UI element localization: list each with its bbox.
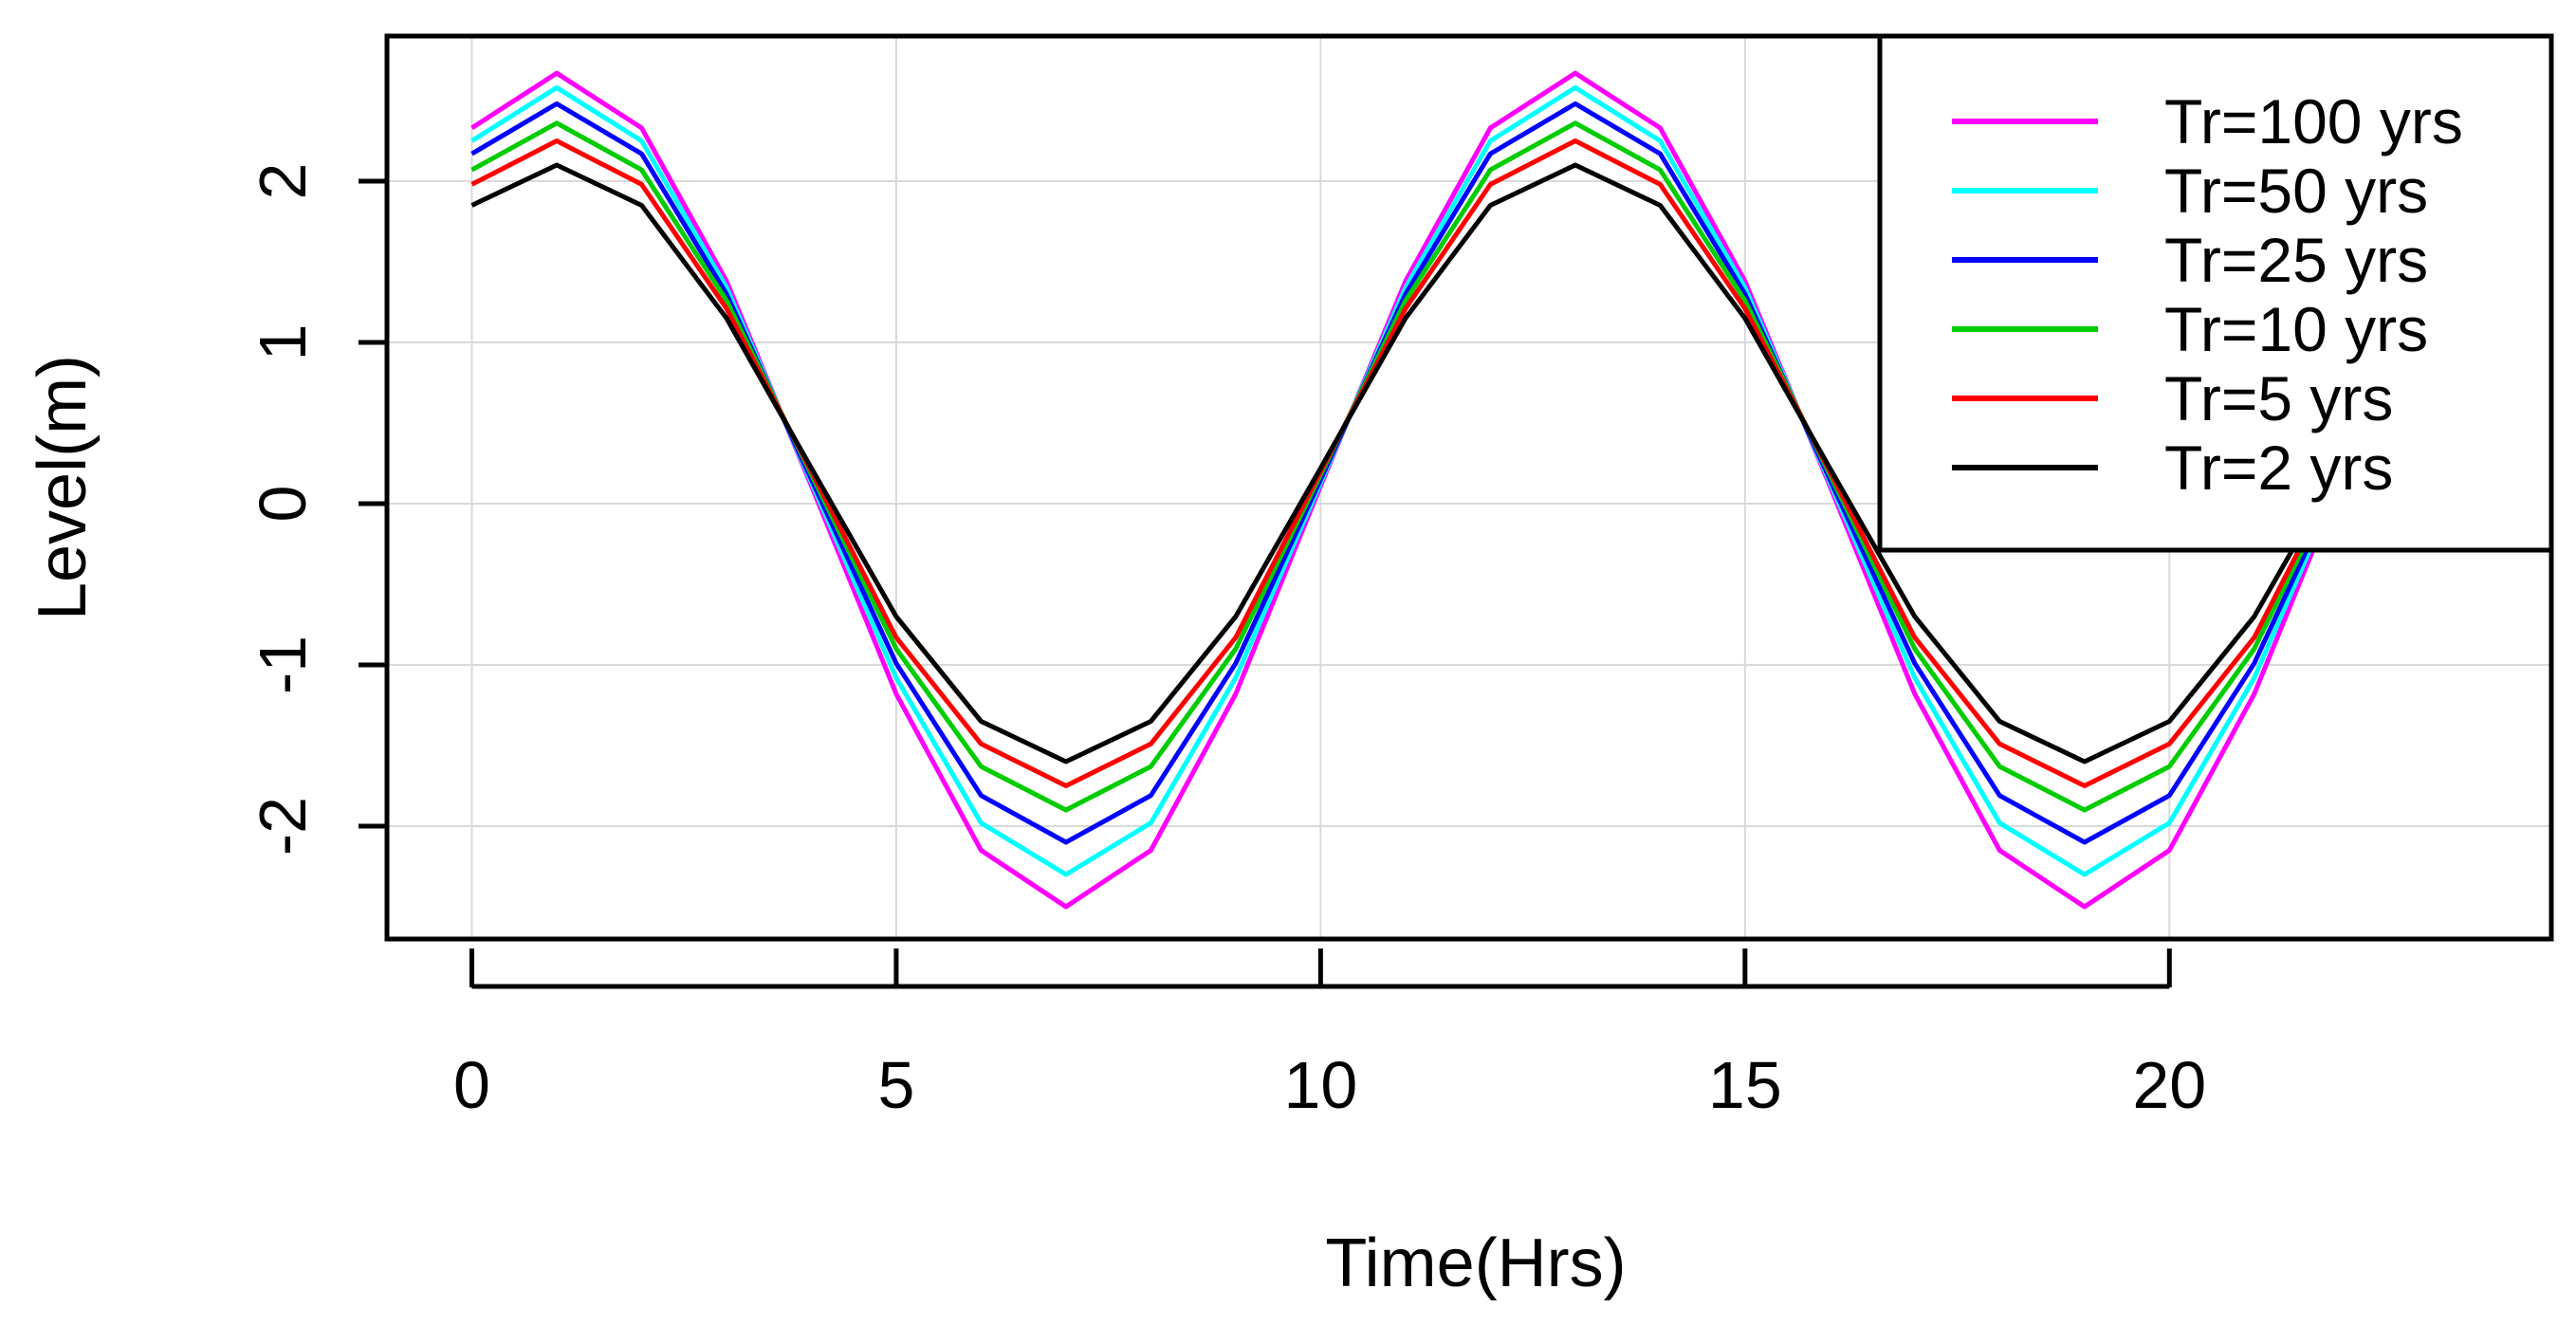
x-axis-label: Time(Hrs) — [1325, 1225, 1626, 1301]
y-tick-label: 0 — [246, 486, 320, 523]
y-tick-label: 1 — [246, 324, 320, 361]
axes: 0 5 10 15 20 -2 -1 0 1 2 — [246, 163, 2206, 1122]
y-tick-label: 2 — [246, 163, 320, 200]
legend-label: Tr=2 yrs — [2164, 433, 2393, 503]
x-tick-label: 5 — [877, 1048, 914, 1122]
legend-label: Tr=10 yrs — [2164, 294, 2428, 364]
x-tick-label: 20 — [2132, 1048, 2206, 1122]
x-tick-label: 15 — [1708, 1048, 1782, 1122]
legend-label: Tr=5 yrs — [2164, 363, 2393, 433]
legend-label: Tr=25 yrs — [2164, 225, 2428, 295]
y-tick-label: -2 — [246, 797, 320, 856]
series-line-tr-2-yrs — [470, 162, 2512, 764]
x-tick-label: 0 — [453, 1048, 490, 1122]
legend-label: Tr=50 yrs — [2164, 156, 2428, 226]
y-axis-label: Level(m) — [25, 355, 101, 620]
plot-area — [470, 70, 2512, 910]
x-tick-label: 10 — [1283, 1048, 1357, 1122]
series-lines — [470, 70, 2512, 910]
legend-label: Tr=100 yrs — [2164, 86, 2463, 157]
y-tick-label: -1 — [246, 635, 320, 694]
